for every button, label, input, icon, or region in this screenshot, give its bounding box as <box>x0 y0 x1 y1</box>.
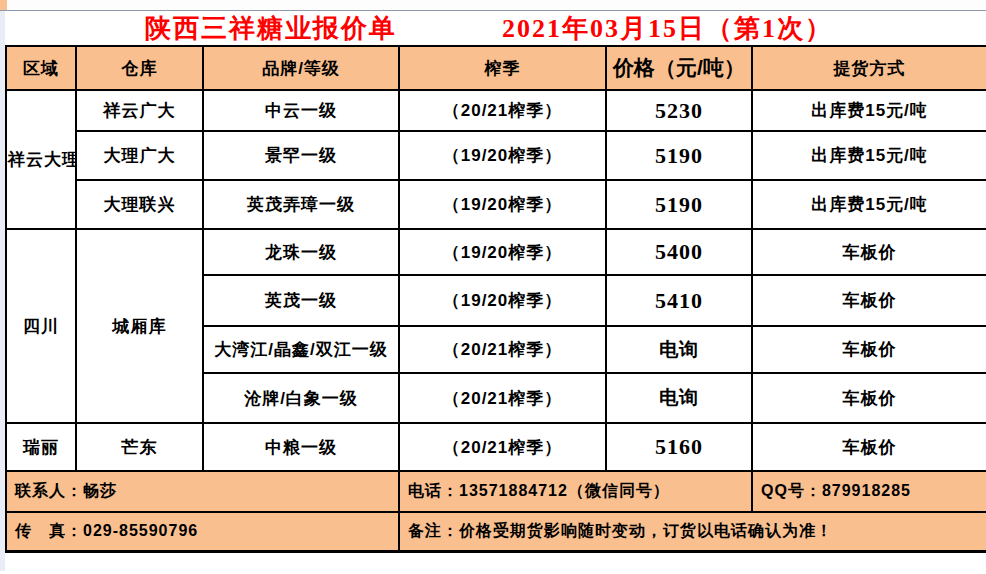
brand-cell: 英茂一级 <box>203 275 399 326</box>
season-cell: （20/21榨季） <box>399 373 606 423</box>
price-table: 区域 仓库 品牌/等级 榨季 价格（元/吨） 提货方式 祥云大理 祥云广大 中云… <box>5 45 986 553</box>
spreadsheet-top-edge <box>0 0 986 11</box>
table-row: 大理广大 景罕一级 （19/20榨季） 5190 出库费15元/吨 <box>6 131 986 180</box>
region-cell: 瑞丽 <box>6 423 76 471</box>
brand-cell: 中云一级 <box>203 90 399 131</box>
warehouse-cell: 芒东 <box>76 423 203 471</box>
price-cell: 电询 <box>606 373 752 423</box>
warehouse-cell: 大理广大 <box>76 131 203 180</box>
table-row: 四川 城厢库 龙珠一级 （19/20榨季） 5400 车板价 <box>6 229 986 275</box>
table-row: 祥云大理 祥云广大 中云一级 （20/21榨季） 5230 出库费15元/吨 <box>6 90 986 131</box>
price-cell: 5400 <box>606 229 752 275</box>
season-cell: （20/21榨季） <box>399 326 606 373</box>
footer-row-contact: 联系人：畅莎 电话：13571884712（微信同号） QQ号：87991828… <box>6 471 986 512</box>
brand-cell: 沧牌/白象一级 <box>203 373 399 423</box>
header-warehouse: 仓库 <box>76 46 203 90</box>
title-bar: 陕西三祥糖业报价单 2021年03月15日（第1次） <box>5 11 986 45</box>
page-title: 陕西三祥糖业报价单 <box>145 11 397 46</box>
remark-note: 备注：价格受期货影响随时变动，订货以电话确认为准！ <box>399 512 986 551</box>
brand-cell: 景罕一级 <box>203 131 399 180</box>
phone-number: 电话：13571884712（微信同号） <box>399 471 752 512</box>
delivery-cell: 车板价 <box>752 229 986 275</box>
warehouse-cell: 城厢库 <box>76 229 203 423</box>
price-cell: 5190 <box>606 131 752 180</box>
price-cell: 5160 <box>606 423 752 471</box>
qq-number: QQ号：879918285 <box>752 471 986 512</box>
footer-row-fax-note: 传 真：029-85590796 备注：价格受期货影响随时变动，订货以电话确认为… <box>6 512 986 551</box>
orange-cell-fragment <box>0 0 7 10</box>
delivery-cell: 车板价 <box>752 423 986 471</box>
brand-cell: 英茂弄璋一级 <box>203 180 399 229</box>
season-cell: （20/21榨季） <box>399 90 606 131</box>
brand-cell: 大湾江/晶鑫/双江一级 <box>203 326 399 373</box>
price-cell: 5410 <box>606 275 752 326</box>
delivery-cell: 车板价 <box>752 326 986 373</box>
brand-cell: 中粮一级 <box>203 423 399 471</box>
header-brand-grade: 品牌/等级 <box>203 46 399 90</box>
header-delivery: 提货方式 <box>752 46 986 90</box>
season-cell: （20/21榨季） <box>399 423 606 471</box>
season-cell: （19/20榨季） <box>399 131 606 180</box>
delivery-cell: 出库费15元/吨 <box>752 131 986 180</box>
price-cell: 电询 <box>606 326 752 373</box>
fax-number: 传 真：029-85590796 <box>6 512 399 551</box>
season-cell: （19/20榨季） <box>399 180 606 229</box>
brand-cell: 龙珠一级 <box>203 229 399 275</box>
delivery-cell: 出库费15元/吨 <box>752 90 986 131</box>
price-cell: 5230 <box>606 90 752 131</box>
season-cell: （19/20榨季） <box>399 275 606 326</box>
page-date: 2021年03月15日（第1次） <box>502 11 833 46</box>
delivery-cell: 车板价 <box>752 373 986 423</box>
header-price: 价格（元/吨） <box>606 46 752 90</box>
warehouse-cell: 大理联兴 <box>76 180 203 229</box>
price-cell: 5190 <box>606 180 752 229</box>
header-region: 区域 <box>6 46 76 90</box>
delivery-cell: 出库费15元/吨 <box>752 180 986 229</box>
season-cell: （19/20榨季） <box>399 229 606 275</box>
table-row: 大理联兴 英茂弄璋一级 （19/20榨季） 5190 出库费15元/吨 <box>6 180 986 229</box>
header-season: 榨季 <box>399 46 606 90</box>
table-row: 瑞丽 芒东 中粮一级 （20/21榨季） 5160 车板价 <box>6 423 986 471</box>
table-header-row: 区域 仓库 品牌/等级 榨季 价格（元/吨） 提货方式 <box>6 46 986 90</box>
warehouse-cell: 祥云广大 <box>76 90 203 131</box>
delivery-cell: 车板价 <box>752 275 986 326</box>
sugar-price-quote-sheet: 陕西三祥糖业报价单 2021年03月15日（第1次） 区域 仓库 品牌/等级 榨… <box>0 0 986 574</box>
region-cell: 祥云大理 <box>6 90 76 229</box>
contact-person: 联系人：畅莎 <box>6 471 399 512</box>
region-cell: 四川 <box>6 229 76 423</box>
